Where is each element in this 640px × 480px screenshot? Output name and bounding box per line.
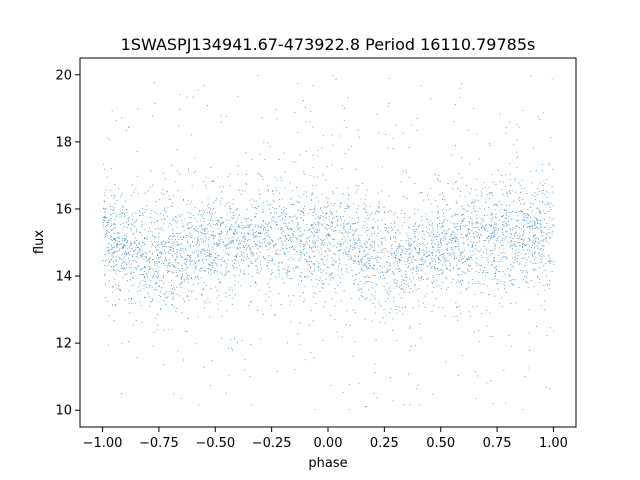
y-tick-label: 16 xyxy=(55,202,72,217)
x-tick-label: 1.00 xyxy=(539,436,568,451)
x-tick-label: 0.00 xyxy=(314,436,343,451)
y-tick-label: 14 xyxy=(55,270,72,285)
y-tick-label: 10 xyxy=(55,404,72,419)
x-tick-label: −0.25 xyxy=(252,436,292,451)
x-axis-ticks: −1.00 −0.75 −0.50 −0.25 0.00 0.25 0.50 0.75 1.00 xyxy=(83,427,568,451)
x-tick-label: −0.75 xyxy=(139,436,179,451)
x-tick-label: 0.50 xyxy=(426,436,455,451)
x-tick-label: −1.00 xyxy=(83,436,123,451)
x-tick-label: 0.25 xyxy=(370,436,399,451)
x-tick-label: 0.75 xyxy=(483,436,512,451)
y-tick-label: 20 xyxy=(55,68,72,83)
x-tick-label: −0.50 xyxy=(195,436,235,451)
y-tick-label: 12 xyxy=(55,337,72,352)
chart-title: 1SWASPJ134941.67-473922.8 Period 16110.7… xyxy=(121,35,536,54)
y-axis-label: flux xyxy=(32,230,47,254)
y-tick-label: 18 xyxy=(55,135,72,150)
x-axis-label: phase xyxy=(308,456,347,471)
y-axis-ticks: 10 12 14 16 18 20 xyxy=(55,68,80,419)
